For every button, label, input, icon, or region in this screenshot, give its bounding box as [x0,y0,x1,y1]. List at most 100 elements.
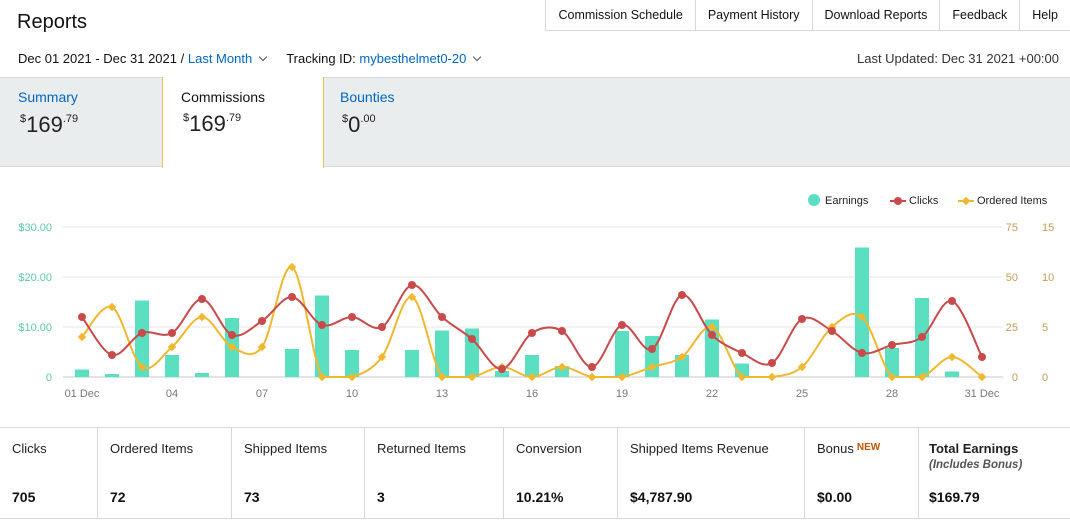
earnings-bar [75,369,89,377]
download-reports-button[interactable]: Download Reports [812,0,941,30]
y-tick-clicks: 0 [1012,372,1018,384]
ordered-items-point [137,362,147,372]
ordered-items-point [617,372,627,382]
clicks-point [828,327,836,335]
clicks-point [618,321,626,329]
stat-value: $169.79 [929,489,980,505]
legend-clicks-swatch [894,197,902,205]
stat-shipped-revenue: Shipped Items Revenue $4,787.90 [618,428,805,518]
ordered-items-point [257,342,267,352]
tab-label: Summary [18,89,78,105]
earnings-bar [195,373,209,377]
clicks-point [948,297,956,305]
clicks-point [348,313,356,321]
ordered-items-point [677,352,687,362]
earnings-bar [945,371,959,377]
legend-ordered-items: Ordered Items [977,195,1048,207]
clicks-point [738,349,746,357]
clicks-point [798,315,806,323]
earnings-bar [615,331,629,377]
stat-sublabel: (Includes Bonus) [929,459,1023,471]
stat-label: Returned Items [377,441,466,456]
clicks-point [408,281,416,289]
feedback-button[interactable]: Feedback [940,0,1021,30]
ordered-items-point [407,292,417,302]
stat-label: Ordered Items [110,441,194,456]
earnings-bar [675,355,689,377]
earnings-bar [135,300,149,377]
commission-schedule-button[interactable]: Commission Schedule [546,0,696,30]
y-tick-earnings: $10.00 [18,322,52,334]
y-tick-ordered-items: 15 [1042,222,1054,234]
y-tick-clicks: 25 [1006,322,1018,334]
clicks-point [168,329,176,337]
stats-bar: Clicks 705 Ordered Items 72 Shipped Item… [0,427,1070,519]
payment-history-button[interactable]: Payment History [695,0,813,30]
x-tick-label: 22 [706,388,718,400]
tab-commissions[interactable]: Commissions $169.79 [162,77,324,182]
x-tick-label: 16 [526,388,538,400]
stat-value: 10.21% [516,489,564,505]
ordered-items-point [737,372,747,382]
legend-earnings-swatch [808,194,820,206]
stat-clicks: Clicks 705 [0,428,98,518]
clicks-point [528,329,536,337]
clicks-point [438,313,446,321]
ordered-items-point [107,302,117,312]
clicks-point [768,359,776,367]
clicks-point [288,293,296,301]
tab-amount: $169.79 [20,112,79,137]
stat-label: Conversion [516,441,582,456]
y-tick-ordered-items: 5 [1042,322,1048,334]
y-tick-ordered-items: 10 [1042,272,1054,284]
earnings-bar [525,355,539,377]
ordered-items-point [557,362,567,372]
clicks-point [588,363,596,371]
earnings-bar [855,247,869,377]
chevron-down-icon[interactable] [258,52,268,62]
stat-label: Shipped Items [244,441,328,456]
earnings-bar [165,355,179,377]
date-period-dropdown[interactable]: Last Month [187,51,253,66]
tab-amount: $169.79 [183,111,242,136]
ordered-items-point [167,342,177,352]
ordered-items-point [977,372,987,382]
earnings-bar [345,350,359,377]
ordered-items-point [767,372,777,382]
earnings-bar [105,374,119,377]
ordered-items-point [797,362,807,372]
tab-bounties[interactable]: Bounties $0.00 [322,78,484,167]
stat-value: 73 [244,489,260,505]
stat-label: Shipped Items Revenue [630,441,769,456]
help-button[interactable]: Help [1020,0,1070,30]
stat-label: Bonus NEW [817,441,881,456]
x-tick-label: 01 Dec [65,388,100,400]
y-tick-earnings: $20.00 [18,272,52,284]
tab-summary[interactable]: Summary $169.79 [0,78,162,167]
clicks-point [678,291,686,299]
x-tick-label: 31 Dec [965,388,1000,400]
x-tick-label: 19 [616,388,628,400]
clicks-point [198,295,206,303]
y-tick-earnings: $30.00 [18,222,52,234]
clicks-point [258,317,266,325]
stat-value: 705 [12,489,36,505]
earnings-bar [555,366,569,377]
clicks-point [978,353,986,361]
clicks-point [648,345,656,353]
earnings-bar [495,371,509,377]
y-tick-clicks: 75 [1006,222,1018,234]
x-tick-label: 25 [796,388,808,400]
earnings-bar [285,349,299,377]
stat-value: $0.00 [817,489,853,505]
stat-shipped-items: Shipped Items 73 [232,428,365,518]
page-title: Reports [17,11,88,33]
ordered-items-point [857,312,867,322]
tracking-id-dropdown[interactable]: mybesthelmet0-20 [359,51,467,66]
stat-returned-items: Returned Items 3 [365,428,504,518]
chart-svg: 0 $10.00 $20.00 $30.00 0 25 50 75 0 5 10 15 01 Dec 04… [18,194,1054,400]
ordered-items-point [437,372,447,382]
chevron-down-icon[interactable] [473,52,482,62]
stat-value: 3 [377,489,385,505]
stat-value: $4,787.90 [630,489,693,505]
